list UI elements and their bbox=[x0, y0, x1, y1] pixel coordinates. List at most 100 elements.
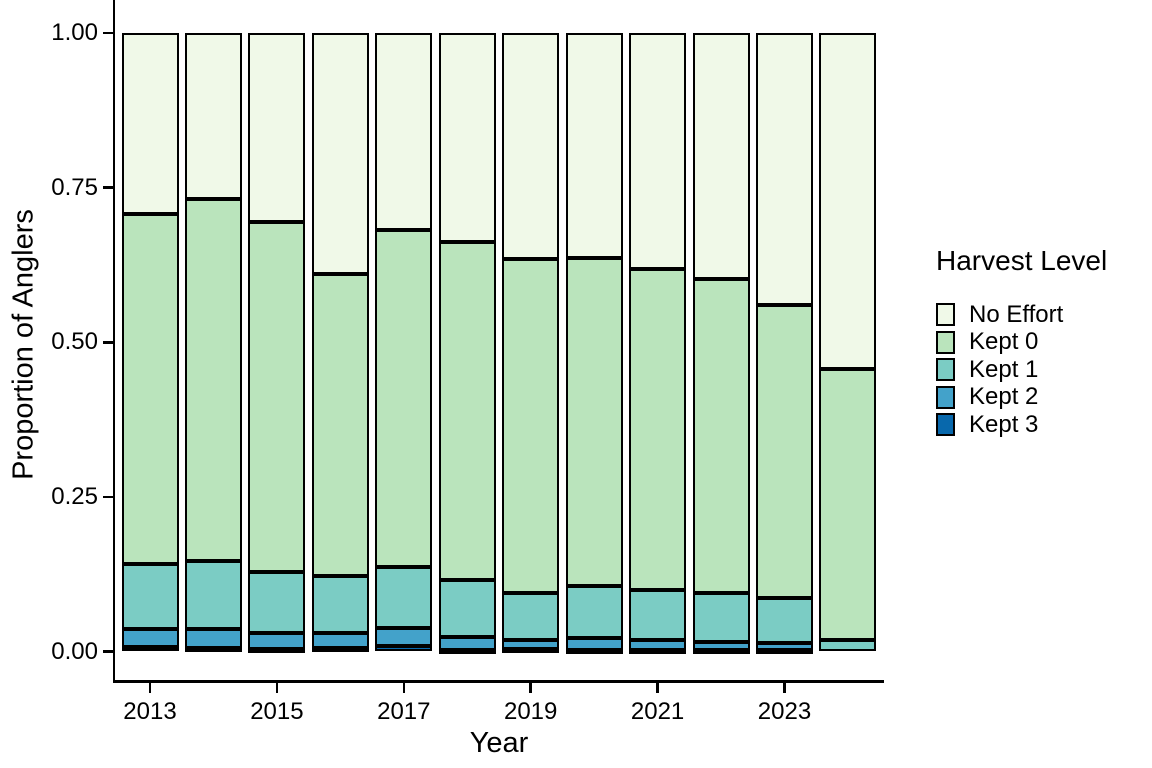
y-tick-label: 0.00 bbox=[51, 637, 98, 665]
bar-segment bbox=[184, 33, 242, 199]
x-tick-label: 2021 bbox=[630, 698, 685, 725]
bar-segment bbox=[311, 576, 369, 633]
bar-segment bbox=[756, 650, 813, 655]
bar-segment bbox=[438, 242, 496, 581]
legend-item: Kept 1 bbox=[936, 355, 1107, 383]
y-axis-line bbox=[112, 0, 115, 682]
x-axis-tick bbox=[148, 682, 152, 693]
legend-swatch-icon bbox=[936, 413, 955, 436]
bar-segment bbox=[502, 259, 560, 593]
legend-swatch-icon bbox=[936, 385, 955, 409]
bar-segment bbox=[629, 590, 687, 640]
bar-segment bbox=[438, 636, 496, 651]
bar-segment bbox=[819, 368, 877, 641]
bar-segment bbox=[248, 632, 306, 650]
bar-segment bbox=[375, 229, 433, 568]
bar-segment bbox=[756, 33, 813, 306]
legend-item: No Effort bbox=[936, 300, 1107, 328]
bar-segment bbox=[438, 650, 496, 655]
legend-swatch-icon bbox=[936, 303, 955, 326]
bar-segment bbox=[248, 572, 306, 633]
y-axis-tick bbox=[102, 495, 113, 499]
legend-item: Kept 2 bbox=[936, 383, 1107, 410]
bar-segment bbox=[375, 567, 433, 628]
x-axis-tick bbox=[275, 682, 279, 693]
legend-label: Kept 1 bbox=[969, 355, 1039, 383]
bar-segment bbox=[629, 649, 687, 654]
legend-items: No Effort Kept 0 Kept 1 Kept 2 Kept 3 bbox=[936, 300, 1107, 438]
bar-segment bbox=[121, 214, 179, 565]
bar-segment bbox=[819, 33, 877, 369]
bar-segment bbox=[375, 645, 433, 652]
legend-swatch-icon bbox=[936, 330, 955, 354]
bar-segment bbox=[565, 649, 623, 654]
bar-segment bbox=[629, 268, 687, 591]
x-axis-line bbox=[112, 680, 884, 683]
legend-title: Harvest Level bbox=[936, 245, 1108, 276]
bar-segment bbox=[565, 33, 623, 258]
bar-segment bbox=[248, 221, 306, 573]
bar-segment bbox=[756, 598, 813, 643]
bar-segment bbox=[565, 585, 623, 638]
bar-segment bbox=[565, 257, 623, 586]
bar-segment bbox=[121, 33, 179, 215]
bar-segment bbox=[502, 592, 560, 641]
bar-segment bbox=[121, 629, 179, 647]
bar-segment bbox=[438, 580, 496, 637]
bar-segment bbox=[375, 627, 433, 646]
bar-segment bbox=[121, 646, 179, 652]
legend-item: Kept 3 bbox=[936, 410, 1107, 438]
y-tick-label: 1.00 bbox=[51, 19, 98, 46]
y-axis-tick bbox=[102, 186, 113, 189]
bar-segment bbox=[756, 642, 813, 651]
bar-segment bbox=[502, 640, 560, 650]
bar-segment bbox=[311, 632, 369, 649]
bar-segment bbox=[819, 640, 877, 652]
bar-segment bbox=[692, 650, 750, 655]
x-axis-tick bbox=[656, 682, 659, 693]
x-tick-label: 2013 bbox=[123, 698, 177, 725]
bar-segment bbox=[248, 649, 306, 654]
x-axis-tick bbox=[783, 682, 786, 693]
x-axis-title: Year bbox=[469, 727, 529, 759]
bar-segment bbox=[502, 33, 560, 260]
bar-segment bbox=[629, 639, 687, 650]
bar-segment bbox=[184, 629, 242, 649]
legend-swatch-icon bbox=[936, 358, 955, 381]
bar-segment bbox=[438, 33, 496, 243]
legend-label: No Effort bbox=[969, 300, 1064, 328]
y-axis-tick bbox=[102, 341, 113, 344]
legend-label: Kept 3 bbox=[969, 410, 1039, 438]
bar-segment bbox=[565, 637, 623, 650]
x-axis-tick bbox=[529, 682, 532, 693]
legend-label: Kept 2 bbox=[969, 383, 1039, 410]
bar-segment bbox=[121, 564, 179, 630]
bar-segment bbox=[248, 33, 306, 222]
bar-segment bbox=[692, 593, 750, 642]
bar-segment bbox=[692, 641, 750, 651]
bar-segment bbox=[692, 33, 750, 280]
x-tick-label: 2015 bbox=[250, 698, 304, 725]
y-axis-tick bbox=[102, 31, 113, 35]
bar-segment bbox=[756, 305, 813, 599]
y-tick-label: 0.25 bbox=[51, 482, 98, 510]
y-tick-label: 0.75 bbox=[51, 173, 98, 201]
bar-segment bbox=[692, 279, 750, 594]
bar-segment bbox=[502, 649, 560, 654]
y-tick-label: 0.50 bbox=[51, 328, 98, 356]
bar-segment bbox=[375, 33, 433, 230]
bar-segment bbox=[184, 561, 242, 630]
bar-segment bbox=[184, 198, 242, 562]
legend: Harvest Level No Effort Kept 0 Kept 1 Kept … bbox=[936, 245, 1107, 441]
bar-segment bbox=[184, 648, 242, 653]
x-tick-label: 2017 bbox=[377, 698, 431, 725]
x-tick-label: 2019 bbox=[503, 698, 558, 725]
y-axis-tick bbox=[102, 650, 113, 653]
bar-segment bbox=[311, 274, 369, 577]
bar-segment bbox=[311, 33, 369, 275]
bar-segment bbox=[311, 648, 369, 653]
bar-segment bbox=[629, 33, 687, 269]
legend-item: Kept 0 bbox=[936, 330, 1107, 354]
x-axis-tick bbox=[402, 682, 406, 693]
